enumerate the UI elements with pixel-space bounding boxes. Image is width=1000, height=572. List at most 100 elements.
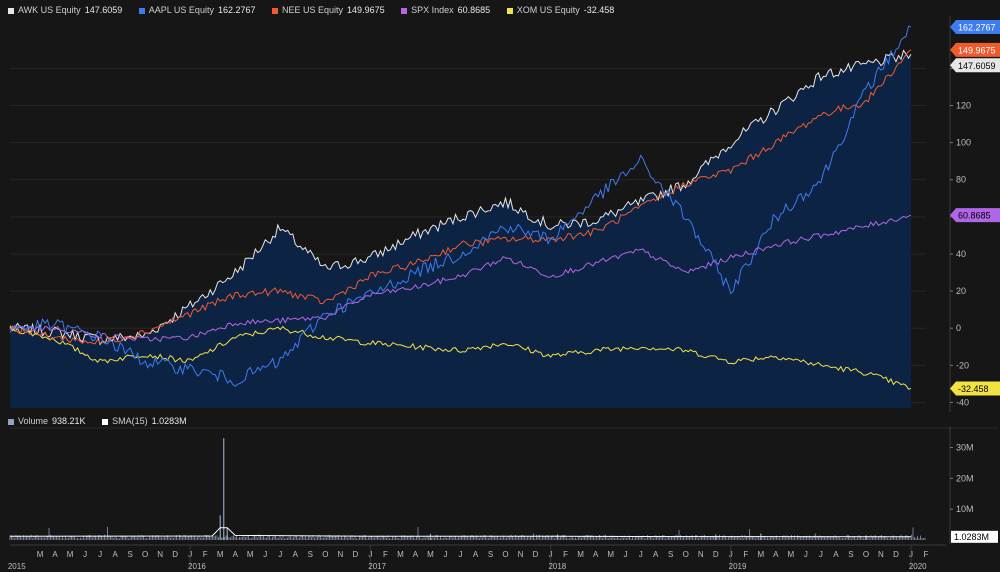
sma-line — [9, 527, 912, 538]
aapl-swatch — [138, 7, 145, 14]
spx-last-tag: 60.8685 — [950, 208, 1000, 223]
legend-aapl-name: AAPL US Equity — [148, 5, 214, 15]
month-tick-label: J — [639, 550, 643, 559]
month-tick-label: M — [607, 550, 614, 559]
month-tick-label: S — [848, 550, 853, 559]
month-tick-label: N — [337, 550, 343, 559]
month-tick-label: A — [593, 550, 599, 559]
month-tick-label: J — [458, 550, 462, 559]
aapl-line — [9, 25, 912, 387]
legend-awk-name: AWK US Equity — [18, 5, 81, 15]
month-tick-label: S — [668, 550, 673, 559]
year-tick-label: 2015 — [8, 562, 26, 571]
volume-last-tag-label: 1.0283M — [954, 532, 989, 542]
legend-spx[interactable]: SPX Index 60.8685 — [401, 3, 490, 17]
month-tick-label: F — [203, 550, 208, 559]
month-tick-label: M — [577, 550, 584, 559]
legend-volume-value: 938.21K — [52, 416, 86, 426]
price-tick-label: -40 — [956, 397, 969, 407]
month-tick-label: O — [683, 550, 689, 559]
month-tick-label: D — [713, 550, 719, 559]
month-tick-label: D — [533, 550, 539, 559]
xom-line — [9, 325, 912, 390]
series-lines — [9, 25, 912, 390]
legend-xom-name: XOM US Equity — [516, 5, 580, 15]
month-tick-label: M — [217, 550, 224, 559]
volume-last-tag-bg — [951, 530, 998, 543]
nee-swatch — [272, 7, 279, 14]
legend-awk[interactable]: AWK US Equity 147.6059 — [8, 3, 122, 17]
legend-nee-value: 149.9675 — [347, 5, 385, 15]
month-tick-label: D — [172, 550, 178, 559]
xom-last-tag: -32.458 — [950, 381, 1000, 396]
awk-line — [9, 49, 912, 346]
month-tick-label: O — [322, 550, 328, 559]
nee-last-tag: 149.9675 — [950, 42, 1000, 57]
legend-nee[interactable]: NEE US Equity 149.9675 — [272, 3, 385, 17]
volume-bars — [9, 427, 998, 540]
legend-volume[interactable]: Volume 938.21K — [8, 415, 86, 427]
month-tick-label: F — [383, 550, 388, 559]
nee-tag-label: 149.9675 — [958, 45, 996, 55]
year-tick-label: 2016 — [188, 562, 206, 571]
volume-axis: 10M 20M 30M 1.0283M — [949, 426, 998, 544]
volume-tick-label: 30M — [956, 442, 974, 452]
year-tick-label: 2020 — [909, 562, 927, 571]
awk-tag-label: 147.6059 — [958, 61, 996, 71]
month-tick-label: A — [653, 550, 659, 559]
year-tick-label: 2017 — [368, 562, 386, 571]
aapl-tag-bg — [950, 20, 1000, 35]
month-tick-label: N — [878, 550, 884, 559]
volume-legend: Volume 938.21K SMA(15) 1.0283M — [8, 415, 201, 427]
legend-spx-name: SPX Index — [411, 5, 454, 15]
spx-line — [9, 214, 912, 343]
legend-xom[interactable]: XOM US Equity -32.458 — [506, 3, 615, 17]
month-tick-label: A — [833, 550, 839, 559]
month-tick-label: M — [247, 550, 254, 559]
price-legend: AWK US Equity 147.6059 AAPL US Equity 162.… — [8, 3, 628, 17]
month-tick-label: O — [142, 550, 148, 559]
legend-xom-value: -32.458 — [583, 5, 615, 15]
month-tick-label: J — [804, 550, 808, 559]
month-tick-label: A — [293, 550, 299, 559]
legend-nee-name: NEE US Equity — [282, 5, 344, 15]
month-tick-label: M — [788, 550, 795, 559]
month-tick-label: J — [624, 550, 628, 559]
price-tick-label: 0 — [956, 323, 961, 333]
month-tick-label: N — [518, 550, 524, 559]
price-tick-label: 20 — [956, 286, 966, 296]
volume-tick-label: 20M — [956, 473, 974, 483]
price-tick-label: 40 — [956, 249, 966, 259]
awk-tag-bg — [950, 58, 1000, 73]
month-tick-label: J — [278, 550, 282, 559]
awk-area — [10, 50, 911, 408]
aapl-tag-label: 162.2767 — [958, 23, 996, 33]
month-tick-label: J — [443, 550, 447, 559]
month-tick-label: S — [127, 550, 132, 559]
legend-aapl[interactable]: AAPL US Equity 162.2767 — [138, 3, 256, 17]
xom-swatch — [506, 7, 513, 14]
legend-sma[interactable]: SMA(15) 1.0283M — [102, 415, 187, 427]
volume-swatch — [8, 418, 14, 425]
month-tick-label: F — [743, 550, 748, 559]
spx-tag-bg — [950, 208, 1000, 223]
xom-tag-label: -32.458 — [958, 384, 989, 394]
area-fill — [10, 50, 911, 408]
month-tick-label: A — [773, 550, 779, 559]
month-tick-label: A — [112, 550, 118, 559]
month-tick-label: S — [488, 550, 493, 559]
month-tick-label: M — [397, 550, 404, 559]
month-tick-label: M — [37, 550, 44, 559]
month-tick-label: J — [98, 550, 102, 559]
month-tick-label: A — [52, 550, 58, 559]
month-tick-label: N — [698, 550, 704, 559]
price-tick-label: -20 — [956, 360, 969, 370]
price-tick-label: 120 — [956, 101, 971, 111]
month-tick-label: N — [157, 550, 163, 559]
month-tick-label: A — [473, 550, 479, 559]
spx-swatch — [401, 7, 408, 14]
month-tick-label: F — [924, 550, 929, 559]
awk-swatch — [8, 7, 14, 14]
month-tick-label: A — [413, 550, 419, 559]
